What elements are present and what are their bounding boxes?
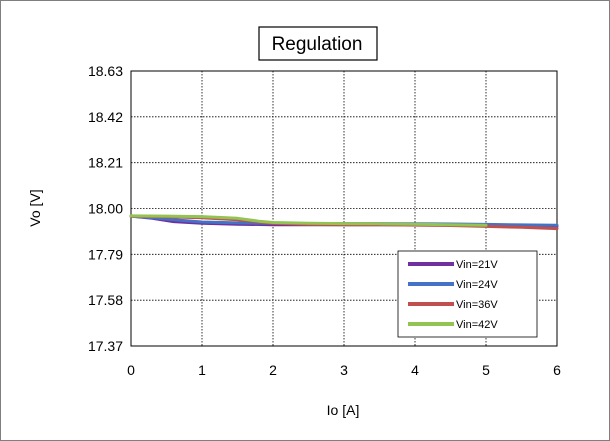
- y-axis-label: Vo [V]: [27, 189, 43, 226]
- x-tick-label: 0: [127, 362, 135, 378]
- plot-area: [130, 70, 558, 347]
- x-tick-label: 6: [553, 362, 561, 378]
- y-tick-label: 18.63: [88, 63, 123, 79]
- legend-entry: Vin=21V: [456, 259, 498, 271]
- x-tick-labels: 0 1 2 3 4 5 6: [127, 362, 561, 378]
- x-tick-label: 2: [269, 362, 277, 378]
- y-tick-label: 17.58: [88, 292, 123, 308]
- chart-title: Regulation: [272, 34, 363, 55]
- x-tick-label: 3: [340, 362, 348, 378]
- chart-title-box: [258, 26, 378, 61]
- series-lines: [129, 214, 559, 231]
- legend-entry: Vin=24V: [456, 279, 498, 291]
- legend: Vin=21V Vin=24V Vin=36V Vin=42V: [397, 250, 538, 338]
- x-tick-label: 1: [198, 362, 206, 378]
- y-tick-label: 18.00: [88, 201, 123, 217]
- y-tick-label: 17.37: [88, 338, 123, 354]
- legend-entry: Vin=42V: [456, 319, 498, 331]
- x-tick-label: 5: [482, 362, 490, 378]
- x-axis-label: Io [A]: [327, 402, 360, 418]
- y-tick-label: 18.21: [88, 155, 123, 171]
- x-tick-label: 4: [411, 362, 419, 378]
- legend-entry: Vin=36V: [456, 299, 498, 311]
- y-tick-label: 17.79: [88, 246, 123, 262]
- y-tick-labels: 17.37 17.58 17.79 18.00 18.21 18.42 18.63: [88, 63, 123, 354]
- series-line-vin-42v: [129, 214, 488, 227]
- y-tick-label: 18.42: [88, 109, 123, 125]
